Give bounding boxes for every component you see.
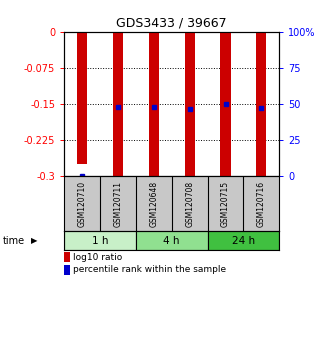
Text: GSM120708: GSM120708 (185, 181, 194, 227)
Text: 4 h: 4 h (163, 236, 180, 246)
Text: 1 h: 1 h (92, 236, 108, 246)
Text: GSM120716: GSM120716 (257, 181, 266, 227)
Bar (185, 32, 195, 176)
Bar (77, 32, 87, 164)
Text: percentile rank within the sample: percentile rank within the sample (73, 266, 226, 274)
Bar (221, 32, 230, 176)
Bar (256, 32, 266, 176)
Text: GSM120710: GSM120710 (78, 181, 87, 227)
Bar (113, 32, 123, 176)
Text: ▶: ▶ (30, 236, 37, 245)
Bar (64, 232, 136, 250)
Text: 24 h: 24 h (232, 236, 255, 246)
Bar (149, 32, 159, 176)
Bar (136, 232, 208, 250)
Text: GSM120648: GSM120648 (149, 181, 158, 227)
Text: GSM120711: GSM120711 (113, 181, 123, 227)
Text: log10 ratio: log10 ratio (73, 252, 122, 262)
Title: GDS3433 / 39667: GDS3433 / 39667 (117, 16, 227, 29)
Text: GSM120715: GSM120715 (221, 181, 230, 227)
Text: time: time (3, 236, 25, 246)
Bar (208, 232, 279, 250)
